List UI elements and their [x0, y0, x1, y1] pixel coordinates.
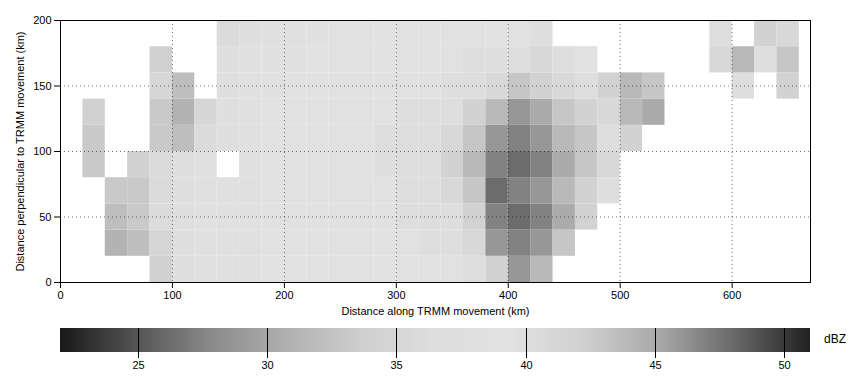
svg-text:Distance perpendicular to TRMM: Distance perpendicular to TRMM movement …: [14, 31, 26, 271]
svg-text:40: 40: [520, 359, 532, 371]
svg-text:500: 500: [611, 289, 629, 301]
svg-text:0: 0: [45, 276, 51, 288]
svg-text:100: 100: [33, 145, 51, 157]
svg-text:150: 150: [33, 80, 51, 92]
svg-text:0: 0: [57, 289, 63, 301]
svg-text:50: 50: [39, 211, 51, 223]
svg-text:400: 400: [499, 289, 517, 301]
svg-text:35: 35: [390, 359, 402, 371]
svg-text:30: 30: [261, 359, 273, 371]
svg-text:100: 100: [163, 289, 181, 301]
svg-text:200: 200: [275, 289, 293, 301]
svg-text:25: 25: [132, 359, 144, 371]
svg-text:Distance along TRMM movement (: Distance along TRMM movement (km): [341, 305, 529, 317]
svg-text:200: 200: [33, 14, 51, 26]
html-text:dBZ: dBZ: [824, 332, 846, 346]
svg-text:45: 45: [649, 359, 661, 371]
svg-text:600: 600: [723, 289, 741, 301]
svg-text:50: 50: [778, 359, 790, 371]
svg-text:300: 300: [387, 289, 405, 301]
